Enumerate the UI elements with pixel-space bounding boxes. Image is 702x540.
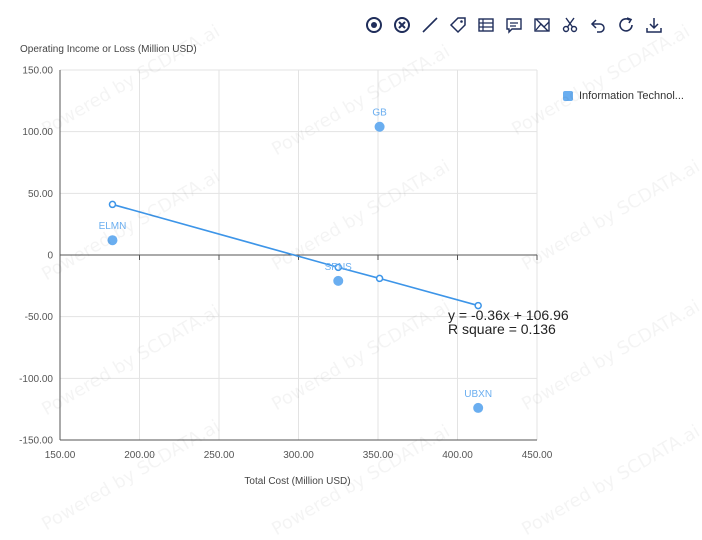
- x-tick-label: 150.00: [45, 450, 76, 461]
- x-tick-label: 250.00: [204, 450, 235, 461]
- trendline-point: [334, 263, 342, 272]
- undo-icon: [590, 19, 605, 33]
- table-tool[interactable]: [474, 14, 498, 36]
- y-tick-label: -150.00: [19, 436, 53, 447]
- trendline-point: [474, 301, 482, 310]
- target-tool[interactable]: [362, 14, 386, 36]
- trendline-equation: y = -0.36x + 106.96: [448, 307, 569, 323]
- data-point-label: UBXN: [464, 389, 492, 400]
- data-point-label: SPNS: [325, 262, 353, 273]
- refresh-icon: [619, 17, 633, 32]
- download-tool[interactable]: [642, 14, 666, 36]
- chart-toolbar: [362, 14, 666, 36]
- y-tick-label: 150.00: [22, 66, 53, 77]
- close-circle-icon: [394, 17, 410, 33]
- y-axis-title: Operating Income or Loss (Million USD): [20, 44, 197, 55]
- data-point: [107, 235, 118, 246]
- data-point: [473, 402, 484, 413]
- y-tick-label: -50.00: [25, 312, 54, 323]
- scatter-chart: 150.00 200.00 250.00 300.00 350.00 400.00 450.…: [19, 44, 569, 487]
- download-icon: [646, 18, 662, 33]
- x-tick-label: 200.00: [124, 450, 155, 461]
- x-axis-title: Total Cost (Million USD): [244, 476, 350, 487]
- trendline-point: [375, 274, 384, 283]
- data-point: [333, 275, 344, 286]
- refresh-tool[interactable]: [614, 14, 638, 36]
- clear-tool[interactable]: [390, 14, 414, 36]
- legend-swatch: [563, 91, 573, 101]
- x-tick-label: 300.00: [283, 450, 314, 461]
- y-tick-label: 50.00: [28, 189, 53, 200]
- x-tick-label: 400.00: [442, 450, 473, 461]
- cut-tool[interactable]: [558, 14, 582, 36]
- image-icon: [534, 18, 550, 32]
- line-icon: [422, 17, 438, 33]
- tag-icon: [449, 17, 466, 34]
- legend-label: Information Technol...: [579, 90, 684, 102]
- comment-tool[interactable]: [502, 14, 526, 36]
- scissors-icon: [562, 17, 578, 33]
- data-point-label: ELMN: [99, 221, 127, 232]
- line-tool[interactable]: [418, 14, 442, 36]
- x-tick-label: 350.00: [363, 450, 394, 461]
- comment-icon: [506, 18, 522, 34]
- y-tick-label: -100.00: [19, 374, 53, 385]
- x-tick-label: 450.00: [522, 450, 553, 461]
- image-tool[interactable]: [530, 14, 554, 36]
- legend[interactable]: Information Technol...: [563, 90, 684, 102]
- y-tick-label: 100.00: [22, 127, 53, 138]
- tag-tool[interactable]: [446, 14, 470, 36]
- data-point: [374, 121, 385, 132]
- data-point-label: GB: [372, 108, 387, 119]
- trendline: [112, 203, 479, 307]
- undo-tool[interactable]: [586, 14, 610, 36]
- table-icon: [478, 18, 494, 32]
- y-tick-label: 0: [47, 251, 53, 262]
- trendline-point: [108, 200, 117, 209]
- trendline-r-square: R square = 0.136: [448, 321, 556, 337]
- target-icon: [366, 17, 382, 33]
